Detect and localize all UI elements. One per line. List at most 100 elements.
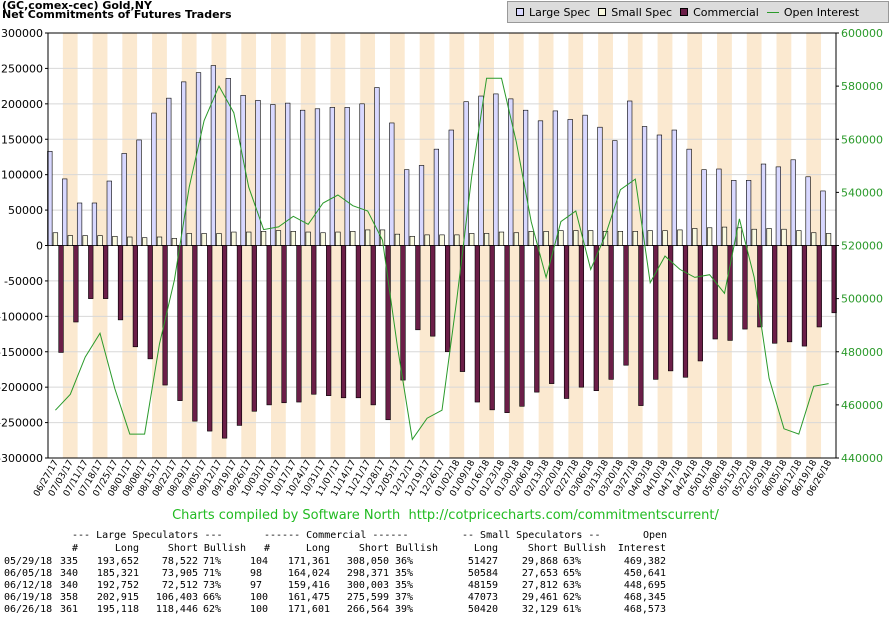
commercial-bar [653,245,659,380]
legend-item-large-spec: Large Spec [516,6,590,19]
small-spec-bar [588,230,594,246]
small-spec-bar [692,228,698,246]
large-spec-bar [418,165,425,246]
commercial-bar [132,245,138,348]
column-header: Bullish [395,543,438,554]
commercial-bar [58,245,64,353]
group-header-commercial: ------ Commercial ------ [264,530,409,541]
table-cell: 62% [203,604,222,615]
table-cell: 192,752 [96,580,139,591]
commercial-bar [682,245,689,378]
commercial-bar [400,245,406,381]
commercial-bar [207,245,213,432]
large-spec-bar [91,202,98,246]
small-spec-bar [617,231,624,246]
large-spec-bar [478,95,484,246]
small-spec-bar [454,234,460,246]
column-header: Bullish [563,543,606,554]
large-spec-bar [62,178,68,246]
large-spec-bar [731,180,737,246]
commercial-bar [504,245,510,413]
large-spec-bar [121,153,127,246]
left-axis-ticks: 300000 250000 200000 150000 100000 50000 0 -500… [0,27,48,465]
small-spec-bar [127,236,133,246]
table-cell: 97 [250,580,263,591]
large-spec-bar [641,126,648,246]
large-spec-bar [612,140,618,246]
small-spec-bar [231,231,237,246]
small-spec-bar [379,229,386,246]
table-cell: 65% [563,568,582,579]
table-cell: 106,403 [155,592,198,603]
small-spec-bar [513,232,519,246]
legend: Large Spec Small Spec Commercial Open Inter… [507,1,889,23]
right-tick-label: 480000 [841,346,883,359]
small-spec-bar [216,233,222,246]
large-spec-bar [106,180,112,246]
table-cell: 63% [563,580,582,591]
small-spec-bar [796,230,802,246]
table-cell: 50584 [467,568,498,579]
large-spec-bar [686,148,692,246]
row-date: 06/12/18 [4,580,53,591]
commercial-bar [459,245,466,372]
small-spec-bar [186,233,192,246]
table-cell: 195,118 [96,604,139,615]
column-header: Short [167,543,198,554]
commercial-bar [162,245,168,386]
table-cell: 468,345 [623,592,666,603]
small-spec-bar [662,230,668,246]
large-spec-bar [285,102,291,246]
table-cell: 50420 [467,604,498,615]
large-spec-bar [448,129,454,246]
table-cell: 29,461 [521,592,558,603]
small-spec-bar [707,227,713,246]
table-cell: 35% [395,580,414,591]
left-tick-label: -200000 [0,381,43,394]
small-spec-bar [67,235,73,246]
large-spec-bar [493,93,499,246]
commercial-bar [623,245,629,366]
table-cell: 98 [250,568,263,579]
large-spec-bar [225,78,231,246]
group-header-small-spec: -- Small Speculators -- [462,530,601,541]
bars [47,65,837,439]
table-cell: 469,382 [623,556,666,567]
column-header: Long [305,543,330,554]
large-spec-bar [775,166,781,246]
commercial-bar [772,245,778,344]
x-axis-ticks: 06/27/1707/03/1707/11/1707/18/1707/25/17… [32,458,834,498]
legend-label: Commercial [693,5,759,19]
large-spec-bar [344,107,350,246]
commercial-bar [534,245,540,393]
table-cell: 468,573 [623,604,666,615]
commercial-bar [117,245,124,321]
legend-swatch [680,8,689,16]
small-spec-bar [350,231,356,246]
small-spec-bar [97,235,103,246]
table-cell: 71% [203,568,222,579]
commercial-bar [608,245,614,380]
commercial-bar [340,245,347,399]
table-cell: 62% [563,592,582,603]
legend-label: Open Interest [783,5,860,19]
table-cell: 27,653 [521,568,558,579]
table-cell: 37% [395,592,414,603]
table-cell: 185,321 [96,568,139,579]
table-cell: 104 [250,556,269,567]
commercial-bar [73,245,79,323]
table-cell: 73% [203,580,222,591]
table-cell: 335 [59,556,78,567]
large-spec-bar [404,169,410,246]
column-header: # [263,543,270,554]
commercial-bar [712,245,718,340]
table-cell: 164,024 [287,568,330,579]
commercial-bar [430,245,436,337]
open-interest-series [55,77,829,441]
table-cell: 171,601 [287,604,330,615]
commercial-bar [578,245,585,388]
small-spec-bar [766,228,772,246]
table-cell: 202,915 [96,592,139,603]
small-spec-bar [171,238,177,246]
table-cell: 450,641 [623,568,666,579]
